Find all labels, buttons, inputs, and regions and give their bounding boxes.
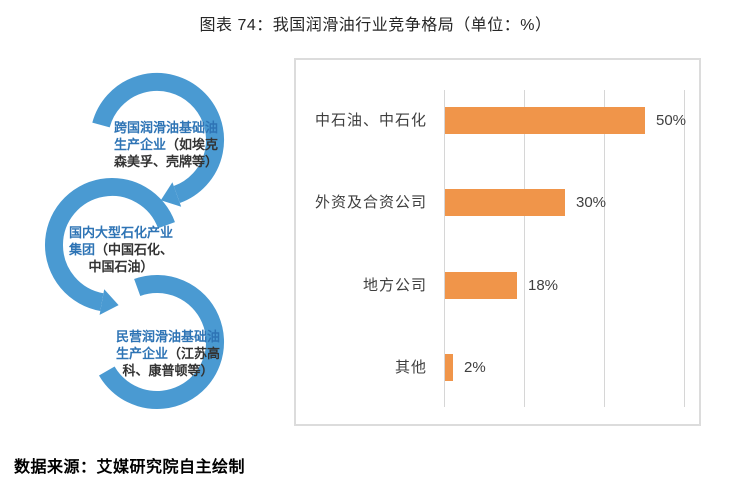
cycle-node-text: 生产企业 [113, 137, 166, 152]
cycle-node-label-3: 民营润滑油基础油 生产企业（江苏高 科、康普顿等） [112, 328, 224, 379]
cycle-node-text: （如埃克 [166, 137, 219, 152]
value-label: 2% [464, 359, 486, 376]
cycle-arrow-3 [99, 275, 225, 409]
cycle-node-text: 民营润滑油基础油 [115, 329, 220, 344]
cycle-arrow-1 [92, 72, 224, 203]
cycle-node-text: 集团 [68, 242, 95, 257]
gridline-40 [604, 90, 605, 407]
cycle-node-line: 生产企业（江苏高 [112, 345, 224, 362]
cycle-node-label-1: 跨国润滑油基础油 生产企业（如埃克 森美孚、壳牌等） [110, 119, 222, 170]
value-label: 50% [656, 112, 687, 129]
category-label: 地方公司 [362, 277, 427, 294]
cycle-node-line: 生产企业（如埃克 [110, 136, 222, 153]
cycle-node-line: 民营润滑油基础油 [112, 328, 224, 345]
source-note: 数据来源：艾媒研究院自主绘制 [14, 459, 246, 476]
figure-title: 图表 74：我国润滑油行业竞争格局（单位：%） [199, 17, 552, 34]
gridline-60 [684, 90, 685, 407]
cycle-node-text: 中国石油） [88, 259, 154, 274]
cycle-node-text: （中国石化、 [95, 242, 174, 257]
cycle-node-text: 跨国润滑油基础油 [113, 120, 218, 135]
value-label: 30% [576, 194, 607, 211]
cycle-node-line: 森美孚、壳牌等） [110, 153, 222, 170]
category-label: 中石油、中石化 [314, 112, 427, 129]
category-label: 外资及合资公司 [314, 194, 427, 211]
cycle-node-text: 森美孚、壳牌等） [113, 154, 218, 169]
bar-chart-panel: 中石油、中石化 50% 外资及合资公司 30% 地方公司 18% 其他 2% [294, 58, 701, 426]
cycle-node-text: 科、康普顿等） [122, 363, 214, 378]
cycle-node-line: 跨国润滑油基础油 [110, 119, 222, 136]
cycle-node-line: 科、康普顿等） [112, 362, 224, 379]
cycle-node-label-2: 国内大型石化产业 集团（中国石化、 中国石油） [62, 224, 180, 275]
cycle-diagram [44, 72, 225, 409]
cycle-arrowhead-1 [160, 182, 182, 207]
bar [445, 354, 453, 381]
gridline-20 [524, 90, 525, 407]
cycle-node-text: （江苏高 [168, 346, 221, 361]
bar [445, 272, 517, 299]
bar [445, 189, 565, 216]
value-label: 18% [528, 277, 559, 294]
cycle-node-text: 国内大型石化产业 [68, 225, 173, 240]
cycle-node-line: 国内大型石化产业 [62, 224, 180, 241]
cycle-node-line: 中国石油） [62, 258, 180, 275]
cycle-node-text: 生产企业 [115, 346, 168, 361]
cycle-arrow-2 [44, 178, 175, 311]
bar [445, 107, 645, 134]
category-label: 其他 [394, 359, 427, 376]
cycle-node-line: 集团（中国石化、 [62, 241, 180, 258]
gridline-0 [444, 90, 445, 407]
cycle-arrowhead-2 [99, 289, 119, 315]
